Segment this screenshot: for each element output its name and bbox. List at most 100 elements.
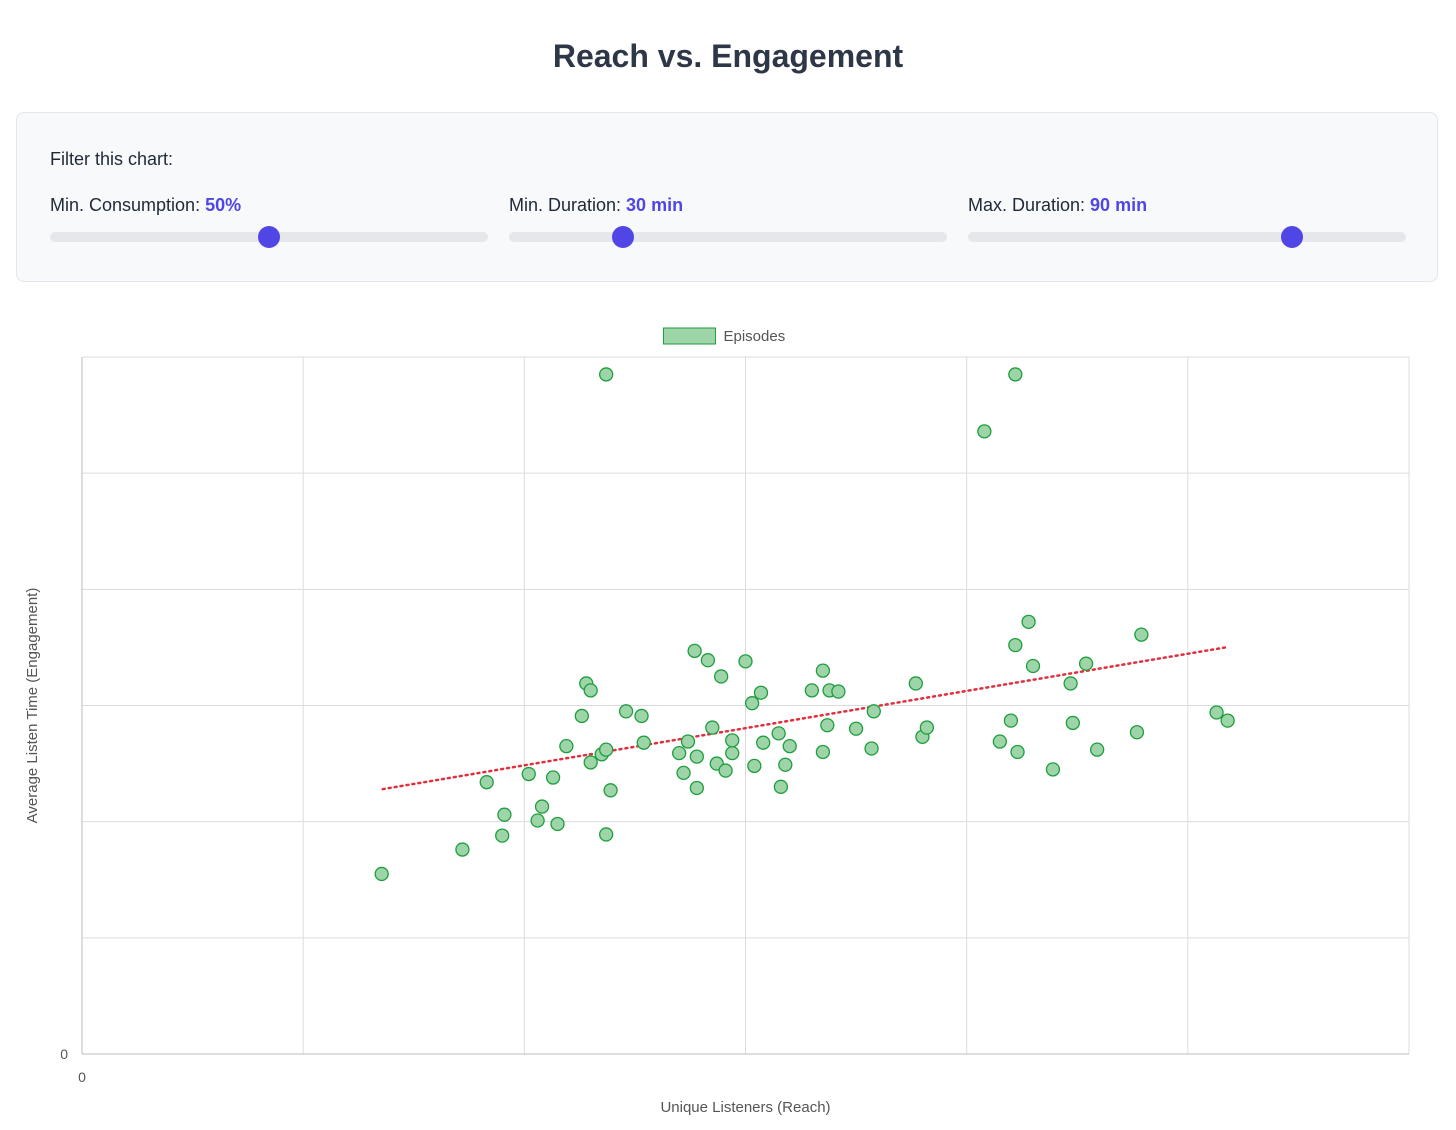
scatter-point[interactable] bbox=[455, 842, 470, 857]
scatter-point[interactable] bbox=[1129, 725, 1145, 740]
scatter-point[interactable] bbox=[603, 783, 618, 798]
scatter-point[interactable] bbox=[738, 654, 753, 669]
scatter-point[interactable] bbox=[747, 758, 762, 774]
scatter-point[interactable] bbox=[672, 745, 687, 761]
max-duration-filter: Max. Duration: 90 min bbox=[968, 195, 1406, 248]
scatter-point[interactable] bbox=[908, 676, 923, 691]
scatter-point[interactable] bbox=[977, 424, 992, 439]
x-axis-title: Unique Listeners (Reach) bbox=[660, 1099, 830, 1116]
scatter-point[interactable] bbox=[756, 735, 771, 750]
scatter-point[interactable] bbox=[815, 744, 831, 760]
scatter-point[interactable] bbox=[815, 663, 831, 678]
scatter-point[interactable] bbox=[718, 763, 733, 778]
min-consumption-label: Min. Consumption: 50% bbox=[50, 195, 242, 215]
chart-legend[interactable]: Episodes bbox=[663, 327, 786, 345]
scatter-point[interactable] bbox=[374, 866, 389, 882]
scatter-point[interactable] bbox=[864, 741, 879, 756]
scatter-point[interactable] bbox=[753, 685, 769, 700]
scatter-point[interactable] bbox=[773, 779, 789, 794]
scatter-point[interactable] bbox=[1078, 656, 1094, 671]
legend-swatch-episodes[interactable] bbox=[663, 327, 716, 345]
legend-label-episodes[interactable]: Episodes bbox=[724, 328, 786, 345]
scatter-point[interactable] bbox=[992, 734, 1007, 749]
min-duration-label: Min. Duration: 30 min bbox=[509, 195, 684, 215]
scatter-point[interactable] bbox=[820, 718, 835, 733]
x-tick-label: 0 bbox=[78, 1069, 86, 1085]
scatter-point[interactable] bbox=[1134, 627, 1149, 642]
scatter-point[interactable] bbox=[1010, 744, 1025, 760]
chart-axes: 00 bbox=[60, 357, 1409, 1085]
scatter-point[interactable] bbox=[778, 757, 793, 772]
scatter-point[interactable] bbox=[1220, 713, 1235, 728]
data-points bbox=[374, 367, 1235, 882]
max-duration-slider[interactable] bbox=[968, 226, 1406, 248]
scatter-point[interactable] bbox=[583, 755, 598, 770]
scatter-point[interactable] bbox=[919, 720, 935, 735]
scatter-point[interactable] bbox=[725, 733, 740, 748]
scatter-point[interactable] bbox=[1065, 715, 1080, 731]
scatter-point[interactable] bbox=[744, 696, 760, 711]
scatter-point[interactable] bbox=[495, 828, 510, 843]
min-consumption-filter: Min. Consumption: 50% bbox=[50, 195, 488, 248]
scatter-point[interactable] bbox=[636, 735, 651, 750]
scatter-point[interactable] bbox=[782, 739, 797, 754]
max-duration-label: Max. Duration: 90 min bbox=[968, 195, 1148, 215]
scatter-point[interactable] bbox=[866, 704, 881, 719]
scatter-point[interactable] bbox=[599, 742, 614, 757]
scatter-point[interactable] bbox=[545, 770, 561, 785]
min-consumption-value: 50% bbox=[205, 195, 242, 215]
scatter-point[interactable] bbox=[1008, 637, 1023, 653]
scatter-point[interactable] bbox=[689, 780, 704, 796]
min-duration-value: 30 min bbox=[626, 195, 684, 215]
trendline-layer bbox=[381, 646, 1227, 791]
scatter-point[interactable] bbox=[497, 807, 512, 822]
scatter-point[interactable] bbox=[705, 720, 720, 735]
scatter-point[interactable] bbox=[1003, 713, 1019, 728]
scatter-point[interactable] bbox=[1045, 762, 1061, 777]
scatter-point[interactable] bbox=[599, 367, 614, 382]
scatter-point[interactable] bbox=[583, 683, 598, 698]
scatter-point[interactable] bbox=[714, 669, 729, 684]
page-title: Reach vs. Engagement bbox=[552, 38, 904, 74]
scatter-point[interactable] bbox=[559, 739, 574, 754]
min-duration-slider[interactable] bbox=[509, 226, 947, 248]
scatter-point[interactable] bbox=[530, 813, 545, 828]
scatter-point[interactable] bbox=[634, 708, 649, 724]
scatter-point[interactable] bbox=[1008, 367, 1023, 382]
min-duration-filter: Min. Duration: 30 min bbox=[509, 195, 947, 248]
scatter-point[interactable] bbox=[599, 827, 614, 842]
scatter-point[interactable] bbox=[848, 721, 864, 736]
max-duration-value: 90 min bbox=[1090, 195, 1148, 215]
scatter-chart: 00 Episodes Unique Listeners (Reach) Ave… bbox=[24, 327, 1410, 1116]
trendline bbox=[381, 646, 1227, 791]
scatter-point[interactable] bbox=[700, 653, 716, 668]
scatter-point[interactable] bbox=[1209, 705, 1224, 720]
scatter-point[interactable] bbox=[521, 766, 536, 782]
scatter-point[interactable] bbox=[1021, 614, 1036, 630]
scatter-point[interactable] bbox=[725, 745, 740, 761]
scatter-point[interactable] bbox=[618, 704, 634, 719]
scatter-point[interactable] bbox=[687, 643, 702, 659]
scatter-point[interactable] bbox=[479, 775, 494, 790]
filter-heading: Filter this chart: bbox=[50, 149, 174, 169]
scatter-point[interactable] bbox=[574, 708, 589, 724]
max-duration-slider-thumb[interactable] bbox=[1281, 226, 1304, 248]
min-consumption-slider[interactable] bbox=[50, 226, 488, 248]
scatter-point[interactable] bbox=[1025, 658, 1041, 674]
filter-panel: Filter this chart: Min. Consumption: 50%… bbox=[16, 112, 1438, 282]
scatter-point[interactable] bbox=[534, 799, 550, 814]
y-tick-label: 0 bbox=[60, 1046, 68, 1062]
scatter-point[interactable] bbox=[1063, 676, 1078, 691]
scatter-point[interactable] bbox=[771, 726, 786, 741]
scatter-point[interactable] bbox=[1090, 742, 1105, 757]
scatter-point[interactable] bbox=[831, 684, 846, 699]
scatter-point[interactable] bbox=[676, 765, 691, 781]
scatter-point[interactable] bbox=[804, 683, 819, 698]
scatter-point[interactable] bbox=[550, 816, 565, 832]
chart-grid bbox=[81, 356, 1410, 1055]
scatter-point[interactable] bbox=[689, 749, 704, 764]
min-consumption-slider-thumb[interactable] bbox=[258, 226, 280, 248]
y-axis-title: Average Listen Time (Engagement) bbox=[24, 588, 41, 824]
min-duration-slider-thumb[interactable] bbox=[611, 226, 634, 248]
scatter-point[interactable] bbox=[680, 734, 696, 749]
